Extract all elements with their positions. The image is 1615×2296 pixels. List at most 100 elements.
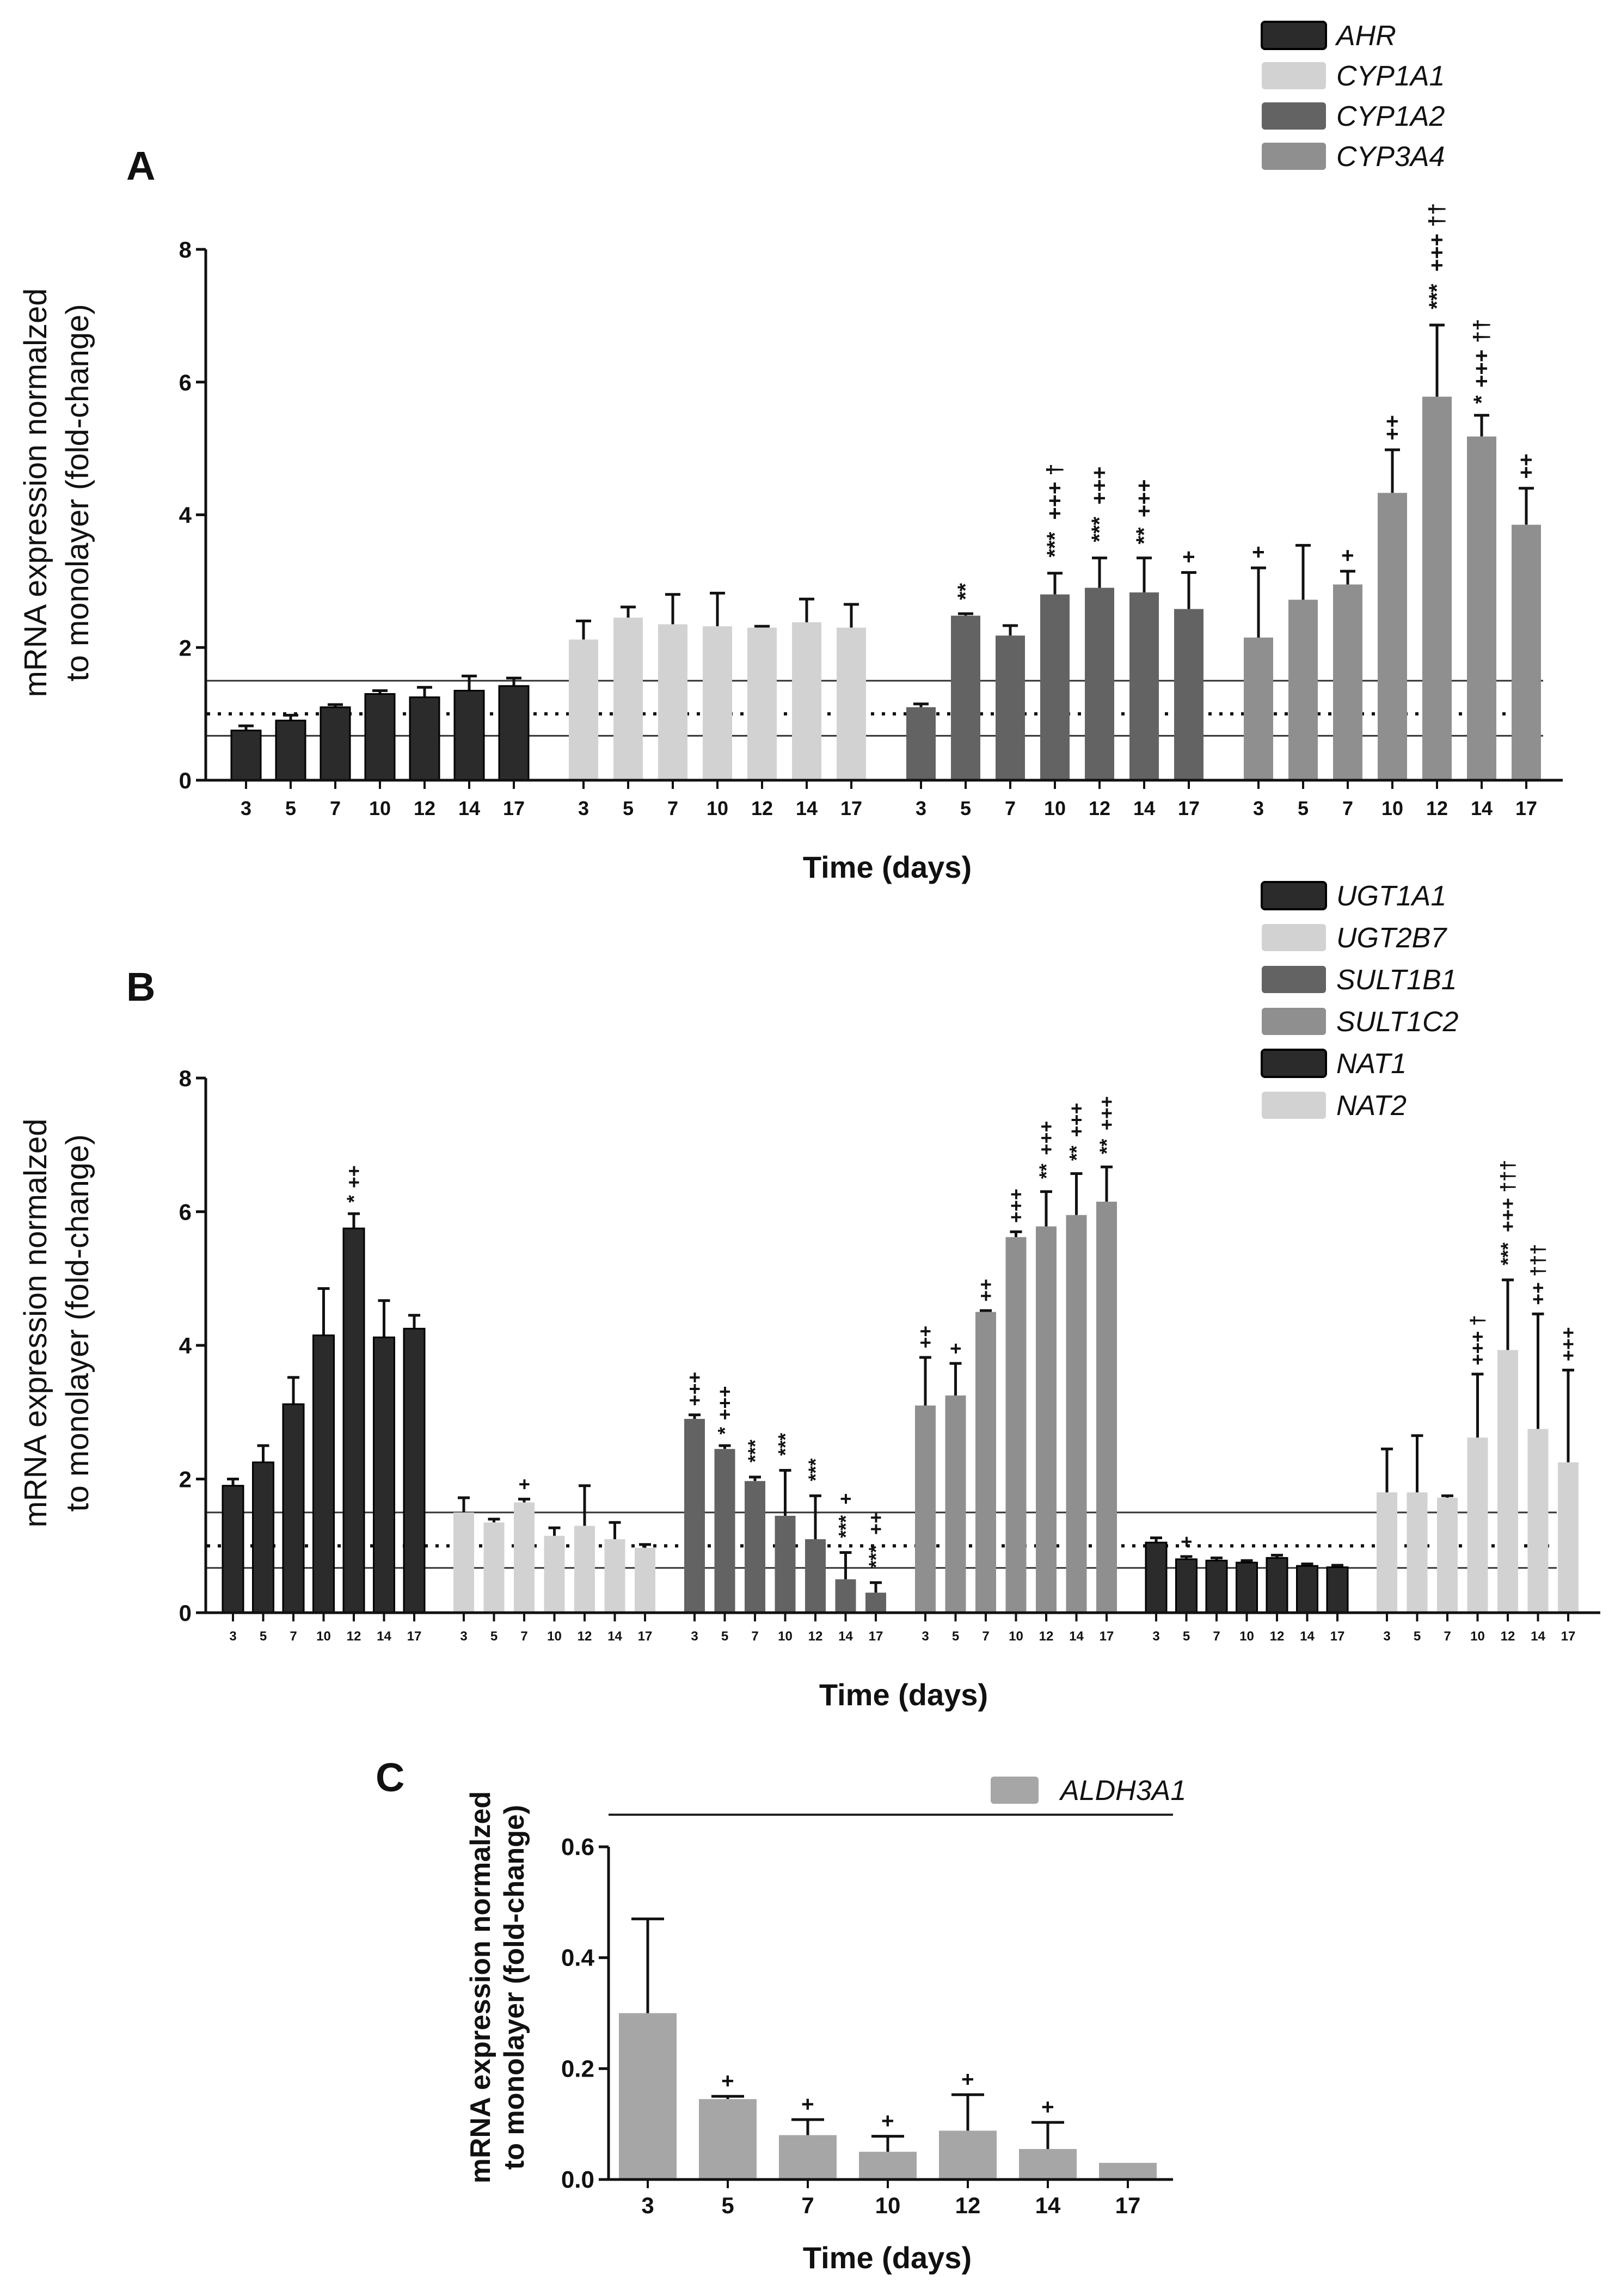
bar-aldh3a1-3 xyxy=(619,2013,677,2179)
bar-aldh3a1-7 xyxy=(779,2135,837,2179)
significance-mark: + xyxy=(1036,2101,1060,2113)
x-tick-label-3: 3 xyxy=(578,797,589,819)
x-tick-label-10: 10 xyxy=(707,797,728,819)
x-tick-label-14: 14 xyxy=(1471,797,1493,819)
x-tick-label-5: 5 xyxy=(721,2193,734,2218)
bar-cyp1a2-10 xyxy=(1040,594,1070,780)
bar-cyp3a4-17 xyxy=(1512,524,1541,780)
bar-ahr-14 xyxy=(453,689,485,781)
bar-ugt2b7-3 xyxy=(453,1512,474,1613)
x-tick-label-7: 7 xyxy=(520,1629,527,1644)
x-tick-label-17: 17 xyxy=(503,797,525,819)
significance-mark: *** xyxy=(1043,532,1067,558)
panel-c-chart: C ALDH3A1 mRNA expression normalzed to m… xyxy=(376,1755,1186,2275)
bar-cyp1a2-12 xyxy=(1085,587,1114,780)
panel-a-ytick-label: 8 xyxy=(179,237,192,262)
significance-mark: †† xyxy=(1470,319,1494,344)
significance-mark: +++ xyxy=(1096,1096,1118,1130)
x-tick-label-5: 5 xyxy=(260,1629,267,1644)
x-tick-label-5: 5 xyxy=(623,797,634,819)
significance-mark: + xyxy=(956,2073,980,2085)
bar-ahr-12 xyxy=(409,696,440,781)
x-tick-label-7: 7 xyxy=(290,1629,297,1644)
significance-mark: ** xyxy=(1065,1146,1088,1161)
panel-c-ytick-label: 0.6 xyxy=(561,1834,594,1860)
x-tick-label-14: 14 xyxy=(1133,797,1155,819)
x-tick-label-14: 14 xyxy=(796,797,818,819)
significance-mark: *** xyxy=(865,1545,887,1568)
x-tick-label-14: 14 xyxy=(607,1629,622,1644)
bar-ugt2b7-5 xyxy=(483,1522,505,1613)
significance-mark: + xyxy=(796,2098,820,2110)
bar-cyp3a4-5 xyxy=(1288,599,1318,780)
panel-c-ylabel-line1: mRNA expression normalzed xyxy=(465,1791,496,2183)
bar-cyp1a1-3 xyxy=(569,639,598,780)
bar-sult1c2-14 xyxy=(1066,1215,1087,1613)
legend-label-sult1b1: SULT1B1 xyxy=(1336,964,1457,996)
significance-mark: ††† xyxy=(1497,1160,1519,1192)
significance-mark: *** xyxy=(1425,284,1449,309)
significance-mark: ++ xyxy=(1527,1282,1549,1305)
legend-label-cyp1a2: CYP1A2 xyxy=(1336,101,1445,132)
legend-swatch-sult1b1 xyxy=(1262,966,1326,993)
legend-swatch-aldh3a1 xyxy=(991,1777,1039,1804)
significance-mark: *** xyxy=(834,1515,857,1538)
bar-cyp1a1-7 xyxy=(658,624,687,780)
x-tick-label-7: 7 xyxy=(1005,797,1016,819)
bar-ahr-7 xyxy=(320,706,351,781)
bar-aldh3a1-12 xyxy=(939,2130,997,2179)
panel-c-plot: 0.0 0.2 0.4 0.6 3 +5 +7 +10 +12 +14 17 xyxy=(561,1814,1173,2218)
x-tick-label-12: 12 xyxy=(808,1629,823,1644)
bar-ahr-3 xyxy=(230,730,262,781)
panel-c-label: C xyxy=(376,1755,404,1800)
x-tick-label-14: 14 xyxy=(1069,1629,1084,1644)
bar-ugt2b7-12 xyxy=(574,1526,595,1613)
x-tick-label-10: 10 xyxy=(1381,797,1403,819)
bar-ugt2b7-14 xyxy=(604,1539,625,1613)
x-tick-label-3: 3 xyxy=(916,797,926,819)
panel-c-ylabel-line2: to monolayer (fold-change) xyxy=(499,1805,530,2170)
x-tick-label-5: 5 xyxy=(952,1629,959,1644)
panel-b-label: B xyxy=(126,964,155,1009)
significance-mark: ++ xyxy=(914,1326,937,1349)
bar-sult1b1-10 xyxy=(775,1516,796,1613)
bar-ahr-5 xyxy=(275,719,306,781)
bar-cyp3a4-7 xyxy=(1333,584,1362,780)
bar-cyp3a4-14 xyxy=(1467,436,1496,780)
legend-swatch-cyp1a1 xyxy=(1262,62,1326,89)
legend-label-sult1c2: SULT1C2 xyxy=(1336,1006,1459,1038)
significance-mark: + xyxy=(716,2074,740,2087)
bar-cyp1a2-17 xyxy=(1174,609,1203,780)
panel-a-ytick-label: 4 xyxy=(179,503,192,528)
significance-mark: * xyxy=(1470,395,1494,404)
x-tick-label-12: 12 xyxy=(347,1629,361,1644)
bar-sult1b1-17 xyxy=(865,1593,886,1613)
bar-cyp1a2-14 xyxy=(1129,592,1159,780)
x-tick-label-3: 3 xyxy=(241,797,251,819)
panel-a-xlabel: Time (days) xyxy=(803,850,972,884)
x-tick-label-7: 7 xyxy=(801,2193,814,2218)
x-tick-label-17: 17 xyxy=(638,1629,653,1644)
legend-label-ugt2b7: UGT2B7 xyxy=(1336,922,1447,954)
x-tick-label-7: 7 xyxy=(1213,1629,1220,1644)
x-tick-label-17: 17 xyxy=(1115,2193,1141,2218)
significance-mark: +++ xyxy=(1065,1103,1088,1137)
x-tick-label-14: 14 xyxy=(1531,1629,1545,1644)
bar-nat1-3 xyxy=(1145,1541,1168,1614)
x-tick-label-17: 17 xyxy=(1100,1629,1114,1644)
bar-cyp3a4-12 xyxy=(1422,396,1452,780)
x-tick-label-3: 3 xyxy=(1383,1629,1390,1644)
bar-ugt1a1-5 xyxy=(252,1461,274,1614)
x-tick-label-10: 10 xyxy=(778,1629,793,1644)
x-tick-label-3: 3 xyxy=(1253,797,1264,819)
significance-mark: +++ xyxy=(1132,479,1156,517)
panel-a-ylabel-line1: mRNA expression normalzed xyxy=(18,288,53,697)
significance-mark: ††† xyxy=(1527,1244,1549,1277)
bar-nat2-5 xyxy=(1407,1492,1428,1613)
x-tick-label-10: 10 xyxy=(547,1629,562,1644)
x-tick-label-5: 5 xyxy=(1298,797,1309,819)
bar-cyp1a1-10 xyxy=(703,626,732,780)
legend-swatch-cyp1a2 xyxy=(1262,102,1326,130)
